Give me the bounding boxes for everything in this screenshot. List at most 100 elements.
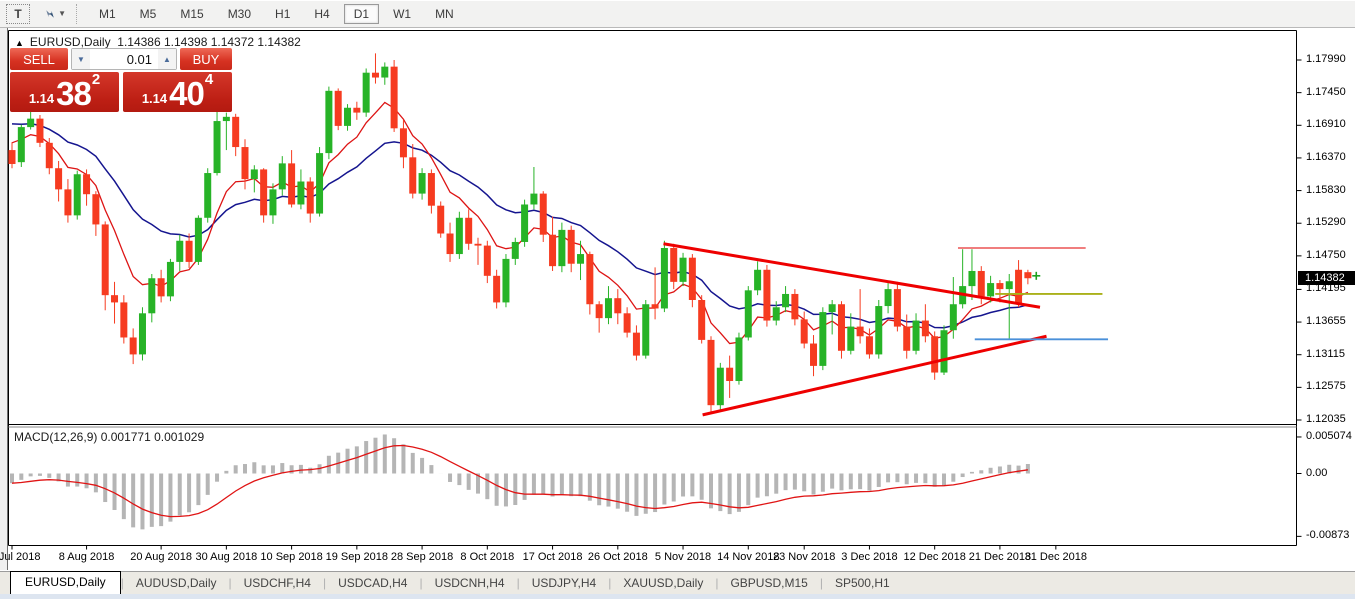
candle-body [949,304,957,331]
chart-tab-bar: EURUSD,Daily | AUDUSD,Daily | USDCHF,H4 | USDC… [0,571,1355,594]
timeframe-button-m30[interactable]: M30 [227,6,252,21]
chart-tab-usdcnh[interactable]: USDCNH,H4 [434,576,505,590]
timeframe-button-m15[interactable]: M15 [180,6,204,21]
candle-body [344,107,352,126]
date-axis-label: 28 Sep 2018 [390,551,454,563]
volume-input[interactable] [90,49,158,69]
timeframe-button-w1[interactable]: W1 [393,6,412,21]
buy-price-pip: 4 [204,71,214,88]
candle-body [362,72,370,113]
candle-body [660,248,668,309]
chart-tab-usdjpy[interactable]: USDJPY,H4 [531,576,597,590]
candle-body [996,283,1004,290]
candle-body [55,168,63,190]
object-arrange-icon[interactable]: ▼ [44,4,66,24]
tab-separator: | [819,576,823,590]
candle-body [567,229,575,264]
candle-body [353,107,361,113]
candle-body [334,90,342,126]
sort-arrows-icon [46,9,54,18]
symbol-period-label: EURUSD,Daily [29,35,111,49]
candle-body [297,181,305,205]
date-axis-label: 30 Aug 2018 [195,551,258,563]
price-axis-label: 1.13655 [1306,315,1346,328]
candle-body [176,240,184,262]
candle-body [474,243,482,246]
candle-body [493,275,501,303]
date-axis-label: 3 Dec 2018 [841,551,898,563]
candle-body [260,169,268,216]
candle-body [446,233,454,255]
volume-decrease-button[interactable]: ▼ [72,49,90,69]
chart-tab-usdchf[interactable]: USDCHF,H4 [243,576,311,590]
timeframe-button-h1[interactable]: H1 [275,6,291,21]
candle-body [931,336,939,373]
buy-price-panel[interactable]: 1.14 40 4 [123,72,232,112]
date-axis-label: 8 Oct 2018 [460,551,515,563]
date-axis-label: 12 Dec 2018 [903,551,966,563]
candle-body [483,245,491,276]
chart-title: ▲ EURUSD,Daily 1.14386 1.14398 1.14372 1.… [15,35,301,49]
candle-body [912,320,920,351]
candle-body [726,367,734,382]
tab-separator: | [608,576,612,590]
price-axis-label: 1.12575 [1306,380,1346,393]
toolbar-separator [76,3,77,24]
candle-body [390,66,398,129]
macd-axis-label: -0.00873 [1306,529,1350,542]
timeframe-button-mn[interactable]: MN [435,6,454,21]
candle-body [791,293,799,320]
candle-body [325,90,333,154]
chart-tab-usdcad[interactable]: USDCAD,H4 [338,576,408,590]
buy-button[interactable]: BUY [180,48,232,70]
candle-body [987,283,995,297]
date-axis-label: 19 Sep 2018 [325,551,389,563]
candle-body [642,304,650,356]
date-axis-label: 23 Nov 2018 [772,551,836,563]
candle-body [735,337,743,382]
buy-price-big: 40 [169,75,205,112]
timeframe-button-d1[interactable]: D1 [343,3,380,24]
tab-separator: | [322,576,327,590]
chart-tab-gbpusd[interactable]: GBPUSD,M15 [730,576,808,590]
tab-separator: | [228,576,232,590]
candle-body [744,290,752,338]
candle-body [847,326,855,351]
chart-tab-eurusd[interactable]: EURUSD,Daily [10,571,121,594]
sell-button[interactable]: SELL [10,48,68,70]
timeframe-button-m1[interactable]: M1 [99,6,116,21]
date-axis-label: 20 Aug 2018 [130,551,193,563]
volume-increase-button[interactable]: ▲ [158,49,176,69]
candle-body [138,313,146,355]
candle-body [17,127,25,163]
candle-body [381,66,389,78]
candle-body [185,240,193,262]
buy-price-prefix: 1.14 [141,91,168,106]
sell-price-big: 38 [56,75,92,112]
candle-body [688,257,696,300]
candle-body [1015,269,1023,304]
collapse-triangle-icon: ▲ [15,38,24,48]
candle-body [1005,281,1013,290]
chart-tab-sp500[interactable]: SP500,H1 [834,576,890,590]
candle-body [539,193,547,235]
triangle-trendline [663,242,1041,309]
candle-body [437,205,445,234]
candle-body [604,298,612,319]
candle-body [288,163,296,205]
one-click-trading-panel: SELL ▼ ▲ BUY 1.14 38 2 1.14 40 4 [10,48,232,114]
timeframe-button-h4[interactable]: H4 [314,6,330,21]
price-axis-label: 1.13115 [1306,347,1345,360]
candle-body [1024,272,1032,279]
sell-price-panel[interactable]: 1.14 38 2 [10,72,119,112]
price-axis-label: 1.15830 [1306,183,1346,196]
text-tool-button[interactable]: T [6,3,30,24]
timeframe-button-m5[interactable]: M5 [139,6,157,21]
macd-axis-label: 0.005074 [1306,429,1352,442]
chart-tab-xauusd[interactable]: XAUUSD,Daily [623,576,704,590]
chart-tab-audusd[interactable]: AUDUSD,Daily [135,576,217,590]
current-price-tag: 1.14382 [1298,271,1355,286]
candle-body [586,254,594,305]
candle-body [577,254,585,264]
